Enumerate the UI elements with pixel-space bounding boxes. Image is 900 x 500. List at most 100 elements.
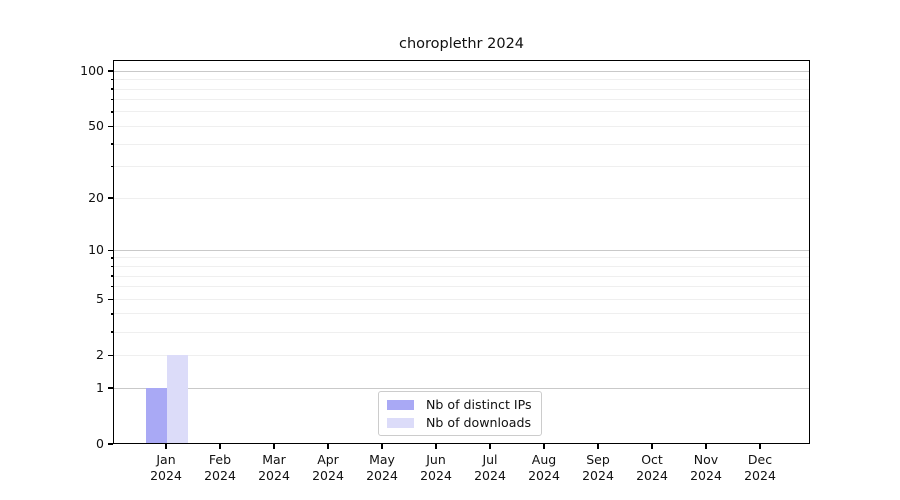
x-tick-label-sep: Sep 2024 [568,452,628,484]
x-tick-dec [759,444,761,449]
legend-label: Nb of distinct IPs [426,397,532,412]
x-tick-label-jul: Jul 2024 [460,452,520,484]
x-tick-month: Jun [426,452,446,467]
x-tick-label-feb: Feb 2024 [190,452,250,484]
y-minortick-3 [110,331,113,333]
y-tick-5 [108,298,113,300]
x-tick-label-dec: Dec 2024 [730,452,790,484]
gridline-y-80 [114,88,809,90]
x-tick-apr [327,444,329,449]
y-tick-1 [108,387,113,389]
y-tick-2 [108,354,113,356]
x-tick-jun [435,444,437,449]
x-tick-label-apr: Apr 2024 [298,452,358,484]
x-tick-oct [651,444,653,449]
x-tick-year: 2024 [420,468,452,483]
x-tick-label-jan: Jan 2024 [136,452,196,484]
y-tick-50 [108,125,113,128]
gridline-y-3 [114,331,809,333]
bar-nb-of-downloads-0 [167,354,188,443]
x-tick-label-mar: Mar 2024 [244,452,304,484]
x-tick-month: Mar [262,452,286,467]
x-tick-month: Aug [531,452,557,467]
y-minortick-7 [110,275,113,277]
gridline-y-7 [114,275,809,277]
x-tick-month: Oct [641,452,663,467]
gridline-y-10 [114,249,809,251]
x-tick-year: 2024 [744,468,776,483]
gridline-y-4 [114,313,809,315]
legend-swatch [387,417,414,428]
y-tick-0 [108,443,113,445]
x-tick-year: 2024 [582,468,614,483]
gridline-y-70 [114,99,809,101]
x-tick-label-may: May 2024 [352,452,412,484]
x-tick-month: Nov [693,452,719,467]
chart-title: choroplethr 2024 [398,36,525,52]
y-minortick-70 [110,98,113,101]
legend: Nb of distinct IPs Nb of downloads [378,391,542,436]
x-tick-label-nov: Nov 2024 [676,452,736,484]
x-tick-month: Sep [586,452,610,467]
y-minortick-6 [110,286,113,288]
x-tick-label-jun: Jun 2024 [406,452,466,484]
x-tick-jan [165,444,167,449]
x-tick-year: 2024 [150,468,182,483]
gridline-y-20 [114,197,809,199]
y-tick-label-1: 1 [96,380,104,395]
x-tick-year: 2024 [528,468,560,483]
y-tick-label-50: 50 [88,118,104,134]
x-tick-sep [597,444,599,449]
y-tick-label-10: 10 [88,242,104,258]
x-tick-nov [705,444,707,449]
x-tick-year: 2024 [474,468,506,483]
gridline-y-40 [114,143,809,145]
bar-nb-of-distinct-ips-0 [146,387,167,443]
y-minortick-80 [110,88,113,90]
y-tick-label-0: 0 [96,436,104,451]
x-tick-month: Dec [747,452,773,467]
x-tick-year: 2024 [204,468,236,483]
x-tick-year: 2024 [258,468,290,483]
y-minortick-90 [110,78,113,81]
x-tick-month: May [369,452,395,467]
x-tick-month: Feb [208,452,232,467]
y-minortick-60 [110,111,113,113]
y-tick-10 [108,249,113,251]
y-minortick-30 [110,165,113,168]
legend-item-nb-of-distinct-ips: Nb of distinct IPs [387,397,532,412]
y-tick-100 [108,70,113,72]
y-tick-label-5: 5 [96,291,104,307]
x-tick-jul [489,444,491,449]
gridline-y-1 [114,387,809,389]
x-tick-year: 2024 [636,468,668,483]
x-tick-month: Apr [317,452,339,467]
gridline-y-90 [114,79,809,81]
x-tick-year: 2024 [312,468,344,483]
gridline-y-8 [114,266,809,267]
gridline-y-100 [114,70,809,72]
y-tick-20 [108,197,113,199]
y-minortick-8 [110,265,113,268]
gridline-y-60 [114,111,809,113]
x-tick-year: 2024 [366,468,398,483]
y-tick-label-100: 100 [80,63,104,79]
y-tick-label-2: 2 [96,347,104,363]
y-minortick-4 [110,313,113,315]
gridline-y-30 [114,166,809,168]
gridline-y-6 [114,286,809,288]
x-tick-feb [219,444,221,449]
y-minortick-9 [110,257,113,259]
x-tick-month: Jan [156,452,176,467]
y-minortick-40 [110,143,113,145]
legend-item-nb-of-downloads: Nb of downloads [387,415,532,430]
y-tick-label-20: 20 [88,190,104,206]
gridline-y-50 [114,125,809,127]
x-tick-year: 2024 [690,468,722,483]
gridline-y-2 [114,354,809,356]
x-tick-month: Jul [482,452,498,467]
x-tick-aug [543,444,545,449]
x-tick-mar [273,444,275,449]
gridline-y-5 [114,298,809,300]
